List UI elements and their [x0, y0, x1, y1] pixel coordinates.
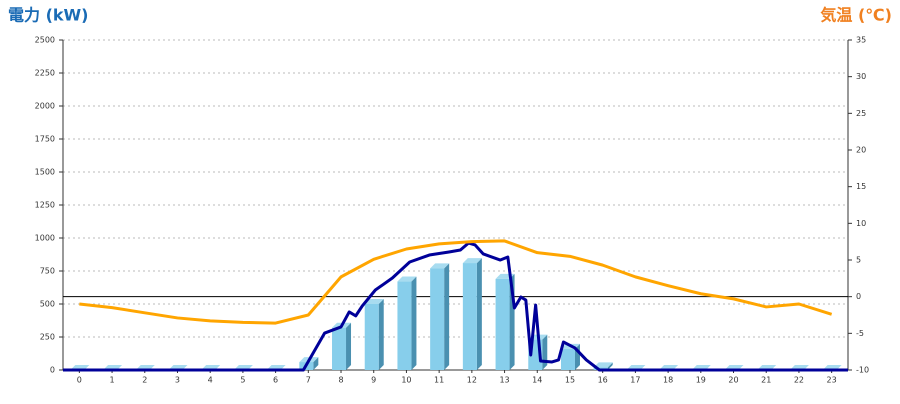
- bar-top: [593, 362, 613, 368]
- y-tick-label: 2250: [35, 69, 55, 78]
- x-tick-label: 16: [598, 376, 608, 385]
- bar-side: [607, 362, 613, 370]
- y-tick-label: 750: [40, 267, 55, 276]
- x-tick-label: 21: [761, 376, 771, 385]
- bar: [560, 348, 575, 370]
- bar: [397, 281, 412, 370]
- y-tick-label: 0: [50, 366, 55, 375]
- bar-side: [378, 299, 384, 370]
- y-tick-label: 2500: [35, 36, 55, 45]
- bar-top: [364, 299, 384, 304]
- y-tick-label: 2000: [35, 102, 55, 111]
- x-tick-label: 6: [273, 376, 278, 385]
- y2-tick-label: 25: [856, 109, 866, 118]
- y-tick-label: 250: [40, 333, 55, 342]
- bar-side: [444, 263, 450, 370]
- x-tick-label: 19: [696, 376, 706, 385]
- y-tick-label: 500: [40, 300, 55, 309]
- x-tick-label: 7: [306, 376, 311, 385]
- y2-tick-label: 20: [856, 146, 866, 155]
- y2-tick-label: 35: [856, 36, 866, 45]
- y-tick-label: 1750: [35, 135, 55, 144]
- y2-tick-label: 30: [856, 72, 866, 81]
- bar: [430, 268, 445, 370]
- bar: [364, 304, 379, 370]
- y-tick-label: 1500: [35, 168, 55, 177]
- y2-tick-label: 10: [856, 219, 866, 228]
- x-tick-label: 1: [110, 376, 115, 385]
- x-tick-label: 9: [371, 376, 376, 385]
- y2-tick-label: 0: [856, 292, 861, 301]
- x-tick-label: 15: [565, 376, 575, 385]
- y-tick-label: 1250: [35, 201, 55, 210]
- bar-top: [430, 263, 450, 269]
- x-tick-label: 13: [499, 376, 509, 385]
- bar-side: [411, 276, 417, 370]
- x-tick-label: 20: [728, 376, 738, 385]
- x-tick-label: 14: [532, 376, 542, 385]
- x-tick-label: 11: [434, 376, 444, 385]
- x-tick-label: 12: [467, 376, 477, 385]
- bar-side: [313, 357, 319, 370]
- right-axis-title: 気温 (℃): [820, 6, 892, 25]
- x-tick-label: 2: [142, 376, 147, 385]
- left-axis-title: 電力 (kW): [8, 6, 89, 25]
- bar: [462, 263, 477, 370]
- x-tick-label: 5: [240, 376, 245, 385]
- x-tick-label: 22: [794, 376, 804, 385]
- temperature-line: [79, 239, 833, 325]
- bar-side: [346, 322, 352, 370]
- x-tick-label: 10: [401, 376, 411, 385]
- y2-tick-label: 15: [856, 182, 866, 191]
- x-tick-label: 18: [663, 376, 673, 385]
- y2-tick-label: 5: [856, 256, 861, 265]
- bar-top: [397, 276, 417, 282]
- y-tick-label: 1000: [35, 234, 55, 243]
- bar-side: [542, 334, 548, 370]
- y2-tick-label: -5: [856, 329, 864, 338]
- x-tick-label: 17: [630, 376, 640, 385]
- x-tick-label: 23: [827, 376, 837, 385]
- x-tick-label: 0: [77, 376, 82, 385]
- x-tick-label: 4: [208, 376, 213, 385]
- bar: [495, 278, 510, 370]
- bar-side: [476, 258, 482, 370]
- bar: [332, 327, 347, 370]
- power-line: [63, 241, 848, 372]
- bar-top: [462, 258, 482, 264]
- y2-tick-label: -10: [856, 366, 869, 375]
- x-tick-label: 3: [175, 376, 180, 385]
- x-tick-label: 8: [338, 376, 343, 385]
